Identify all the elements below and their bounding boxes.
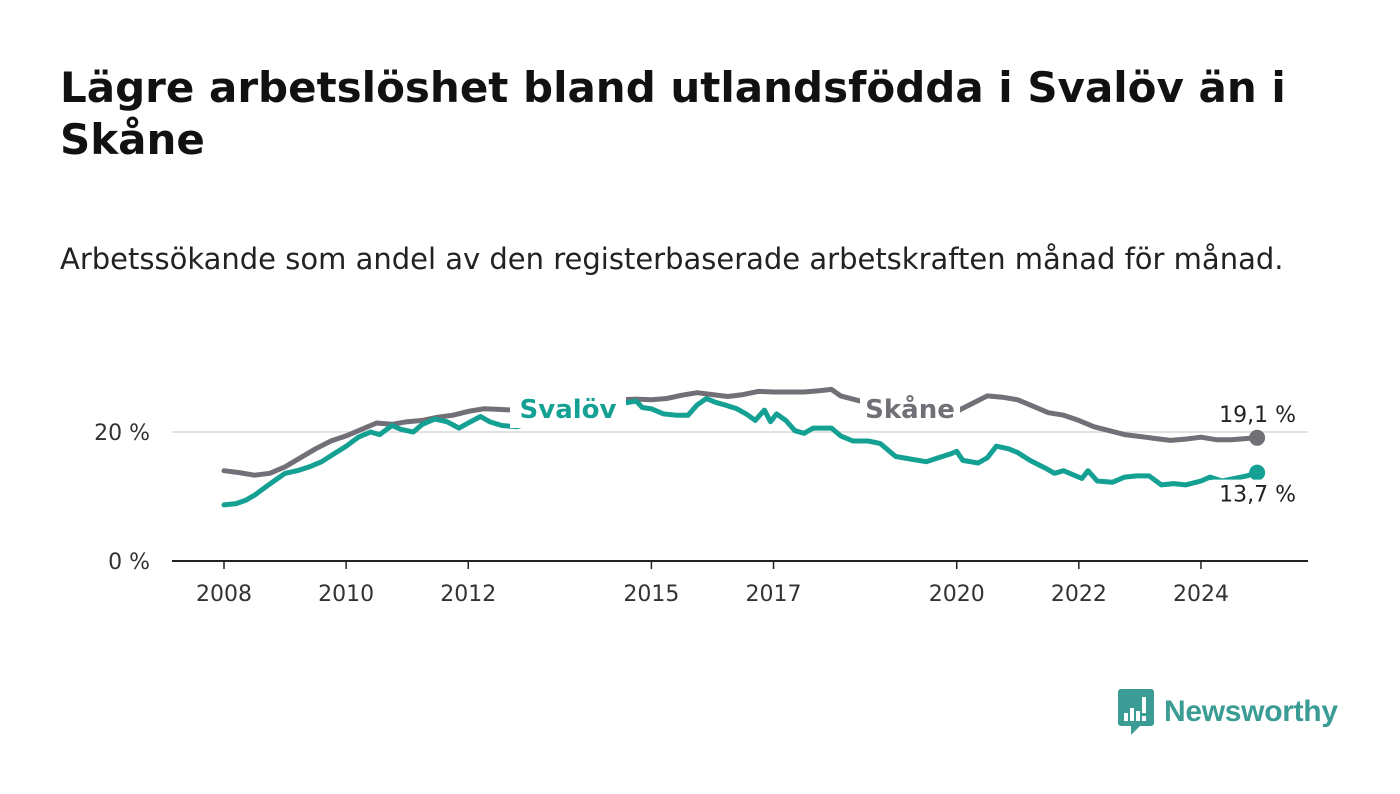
y-tick-label: 0 %: [108, 550, 150, 575]
series-labels: Skåne 19,1 % Svalöv 13,7 %: [510, 392, 1300, 508]
y-tick-label: 20 %: [94, 421, 150, 446]
x-tick-label: 2024: [1173, 582, 1229, 607]
series-end-point: [1249, 464, 1266, 481]
x-tick-label: 2022: [1051, 582, 1107, 607]
newsworthy-logo: Newsworthy: [1118, 688, 1338, 736]
series-lines: [221, 386, 1266, 508]
line-chart: 0 % 20 % 2008 2010 2012 2015 2017 2020 2022 2024…: [94, 386, 1308, 607]
y-axis-labels: 0 % 20 %: [94, 421, 150, 575]
x-tick-label: 2010: [318, 582, 374, 607]
series-end-point: [1249, 429, 1266, 446]
end-label-halo: [1212, 399, 1300, 428]
x-tick-label: 2017: [746, 582, 802, 607]
chart-title: Lägre arbetslöshet bland utlandsfödda i …: [60, 63, 1286, 164]
series-label-halo: [510, 392, 626, 428]
series-end-value-label: 19,1 %: [1219, 403, 1296, 428]
series-label-halo: [860, 392, 960, 428]
series-name-label: Skåne: [865, 393, 955, 425]
series-end-value-label: 13,7 %: [1219, 483, 1296, 508]
bar-chart-speech-bubble-icon: [1118, 689, 1154, 735]
chart-subtitle: Arbetssökande som andel av den registerb…: [60, 242, 1284, 276]
series-name-label: Svalöv: [520, 395, 617, 425]
x-axis-ticks: [223, 561, 1202, 569]
x-tick-label: 2012: [440, 582, 496, 607]
x-tick-label: 2020: [929, 582, 985, 607]
series-line-svalöv: [221, 396, 1260, 508]
x-tick-label: 2015: [623, 582, 679, 607]
brand-name: Newsworthy: [1164, 695, 1338, 728]
x-axis-labels: 2008 2010 2012 2015 2017 2020 2022 2024: [196, 582, 1229, 607]
end-label-halo: [1212, 479, 1300, 508]
x-tick-label: 2008: [196, 582, 252, 607]
